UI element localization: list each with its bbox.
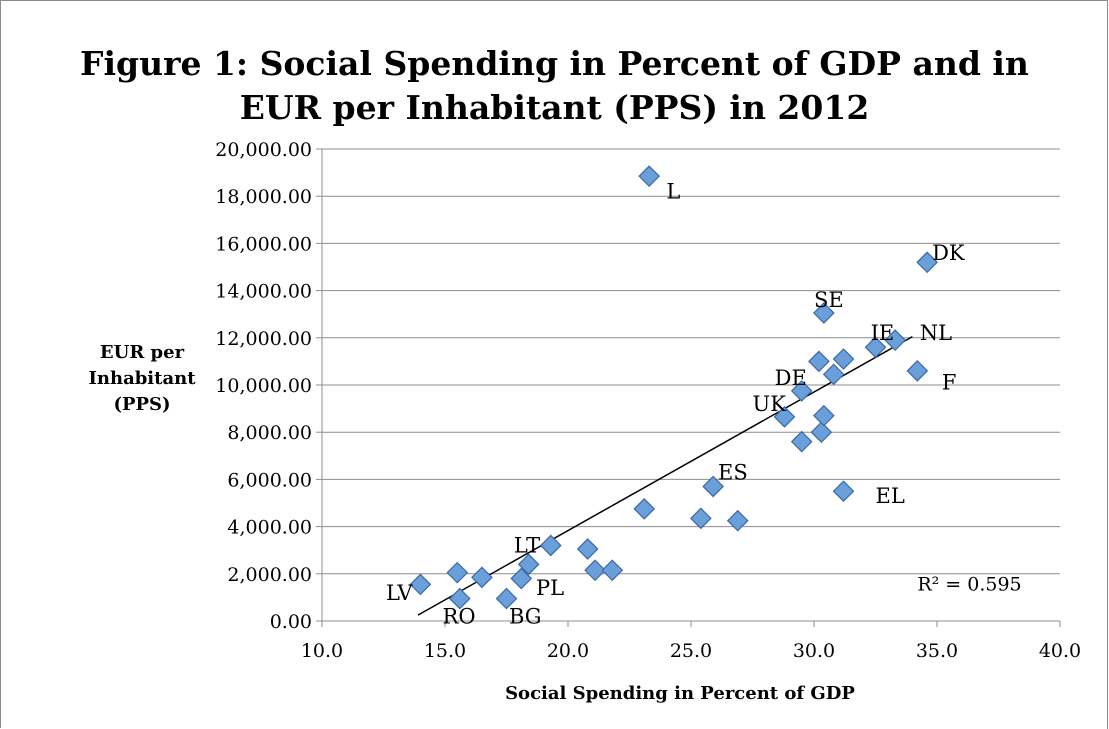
data-point-marker bbox=[790, 380, 813, 402]
chart-title-line-2: EUR per Inhabitant (PPS) in 2012 bbox=[239, 88, 870, 127]
data-point-marker bbox=[576, 538, 599, 560]
chart-title-line-1: Figure 1: Social Spending in Percent of … bbox=[80, 44, 1029, 83]
data-point-marker bbox=[812, 404, 835, 427]
x-tick-label: 35.0 bbox=[916, 640, 958, 662]
data-point-label: SE bbox=[814, 288, 844, 312]
data-point-label: DE bbox=[775, 366, 807, 390]
data-point-marker bbox=[689, 507, 712, 530]
data-point-marker bbox=[601, 559, 624, 582]
data-point-label: PL bbox=[536, 576, 564, 600]
data-point-marker bbox=[726, 509, 749, 532]
y-axis-label-line-2: Inhabitant bbox=[88, 368, 196, 389]
chart-title: Figure 1: Social Spending in Percent of … bbox=[0, 42, 1109, 130]
x-tick-label: 20.0 bbox=[547, 640, 589, 662]
data-point-label: IE bbox=[871, 321, 895, 345]
x-tick-label: 40.0 bbox=[1039, 640, 1081, 662]
data-point-marker bbox=[495, 587, 518, 610]
y-tick-label: 10,000.00 bbox=[215, 375, 312, 397]
x-tick-label: 25.0 bbox=[670, 640, 712, 662]
data-point-marker bbox=[584, 559, 606, 582]
y-tick-label: 12,000.00 bbox=[215, 328, 312, 350]
data-point-marker bbox=[702, 475, 724, 498]
y-tick-label: 18,000.00 bbox=[215, 186, 312, 208]
data-point-marker bbox=[916, 251, 939, 274]
y-tick-label: 2,000.00 bbox=[227, 564, 312, 586]
data-point-label: F bbox=[942, 371, 957, 395]
data-point-marker bbox=[832, 348, 855, 370]
y-axis-label: EUR per Inhabitant (PPS) bbox=[52, 340, 232, 418]
data-point-label: NL bbox=[920, 321, 952, 345]
data-point-label: L bbox=[666, 180, 680, 204]
x-tick-label: 30.0 bbox=[793, 640, 835, 662]
data-point-marker bbox=[448, 587, 471, 610]
data-point-marker bbox=[510, 567, 533, 590]
data-point-label: ES bbox=[718, 460, 748, 484]
data-point-marker bbox=[539, 534, 562, 557]
x-axis-label: Social Spending in Percent of GDP bbox=[505, 683, 855, 704]
y-axis-label-line-3: (PPS) bbox=[113, 394, 171, 415]
data-point-marker bbox=[822, 363, 845, 386]
data-point-label: LT bbox=[514, 534, 540, 558]
data-point-marker bbox=[633, 498, 656, 520]
data-point-marker bbox=[832, 480, 855, 503]
data-point-label: RO bbox=[443, 604, 476, 628]
data-point-marker bbox=[471, 566, 493, 589]
chart-frame-edge bbox=[1107, 0, 1108, 729]
data-point-marker bbox=[808, 350, 830, 373]
x-tick-label: 10.0 bbox=[301, 640, 343, 662]
data-point-marker bbox=[884, 329, 907, 352]
y-tick-label: 8,000.00 bbox=[227, 422, 312, 444]
data-point-marker bbox=[864, 336, 887, 359]
data-point-label: EL bbox=[876, 484, 905, 508]
y-tick-label: 0.00 bbox=[270, 611, 312, 633]
data-point-marker bbox=[517, 553, 540, 576]
data-point-marker bbox=[638, 165, 661, 187]
y-tick-label: 16,000.00 bbox=[215, 233, 312, 255]
data-point-label: DK bbox=[932, 241, 965, 265]
data-point-marker bbox=[790, 430, 813, 453]
data-point-marker bbox=[773, 406, 796, 428]
data-point-marker bbox=[906, 359, 929, 382]
r-squared-label: R² = 0.595 bbox=[917, 573, 1021, 595]
trendline bbox=[417, 335, 913, 616]
data-point-label: BG bbox=[509, 604, 542, 628]
y-tick-label: 4,000.00 bbox=[227, 517, 312, 539]
data-point-label: LV bbox=[386, 581, 413, 605]
data-point-marker bbox=[446, 561, 469, 584]
data-point-marker bbox=[812, 302, 835, 324]
y-tick-label: 6,000.00 bbox=[227, 469, 312, 491]
y-tick-label: 20,000.00 bbox=[215, 139, 312, 161]
data-point-marker bbox=[810, 421, 833, 444]
x-tick-label: 15.0 bbox=[424, 640, 466, 662]
y-axis-label-line-1: EUR per bbox=[99, 342, 185, 363]
y-tick-label: 14,000.00 bbox=[215, 281, 312, 303]
data-point-label: UK bbox=[753, 392, 787, 416]
data-point-marker bbox=[409, 573, 432, 596]
